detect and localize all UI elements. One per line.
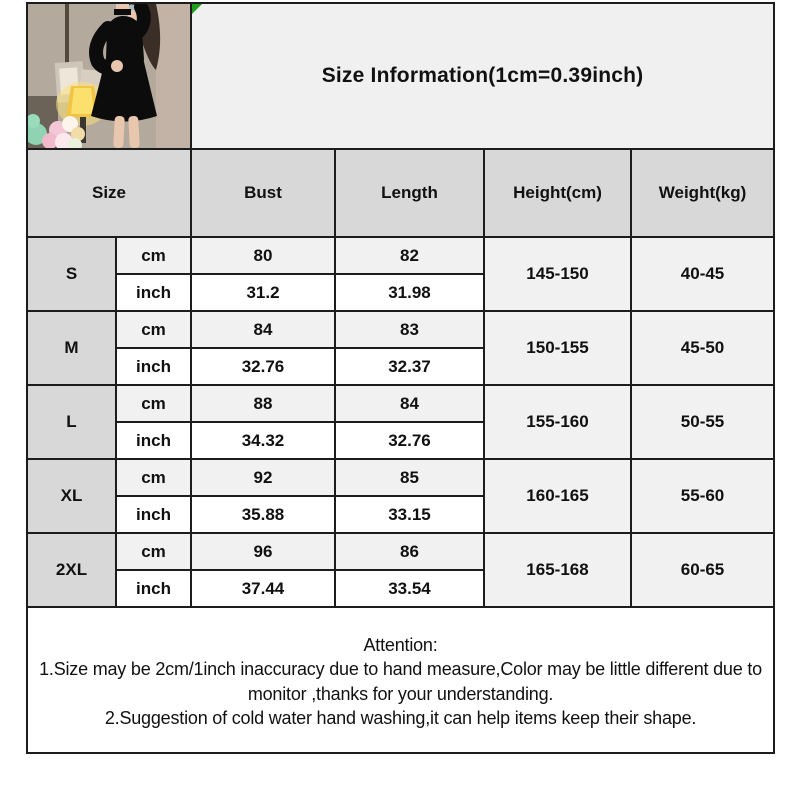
unit-cm-cell: cm [115,236,192,275]
table-row: 2XL cm 96 86 165-168 60-65 [26,532,776,608]
length-cm-cell: 82 [334,236,485,275]
height-cell: 155-160 [483,384,632,460]
bust-inch-cell: 32.76 [190,347,336,386]
product-photo [26,2,192,150]
height-cell: 160-165 [483,458,632,534]
unit-cm-cell: cm [115,310,192,349]
bust-cm-cell: 96 [190,532,336,571]
column-header-height: Height(cm) [483,148,632,238]
length-cm-cell: 84 [334,384,485,423]
column-header-size: Size [26,148,192,238]
hand [111,60,123,72]
weight-cell: 45-50 [629,310,776,386]
length-inch-cell: 33.54 [334,569,485,608]
unit-cm-cell: cm [115,458,192,497]
table-row: inch 31.2 31.98 [27,273,774,312]
model-silhouette [89,5,161,147]
weight-cell: 55-60 [629,458,776,534]
bust-cm-cell: 80 [190,236,336,275]
attention-line-1: 1.Size may be 2cm/1inch inaccuracy due t… [39,659,762,704]
table-row: inch 35.88 33.15 [27,495,774,534]
bust-cm-cell: 84 [190,310,336,349]
bust-cm-cell: 92 [190,458,336,497]
attention-line-2: 2.Suggestion of cold water hand washing,… [104,707,697,728]
table-row: L cm 88 84 155-160 50-55 [26,384,776,460]
size-cell: L [26,384,117,460]
column-header-length: Length [334,148,485,238]
unit-cm-cell: cm [115,532,192,571]
unit-inch-cell: inch [115,347,192,386]
size-chart-page: Size Information(1cm=0.39inch) Size Bust… [25,2,776,754]
skirt [91,58,157,122]
unit-inch-cell: inch [115,569,192,608]
product-photo-illustration [29,5,189,147]
weight-cell: 60-65 [629,532,776,608]
column-header-bust: Bust [190,148,336,238]
attention-heading: Attention: [363,634,438,655]
bust-inch-cell: 34.32 [190,421,336,460]
length-inch-cell: 32.37 [334,347,485,386]
bust-inch-cell: 37.44 [190,569,336,608]
unit-cm-cell: cm [115,384,192,423]
attention-box: Attention: 1.Size may be 2cm/1inch inacc… [25,606,776,754]
size-cell: XL [26,458,117,534]
length-cm-cell: 83 [334,310,485,349]
green-corner-marker-icon [192,4,202,14]
size-table: Size Information(1cm=0.39inch) Size Bust… [25,2,776,754]
leg [128,115,140,147]
header-row: Size Bust Length Height(cm) Weight(kg) [26,148,776,238]
weight-cell: 50-55 [629,384,776,460]
size-cell: S [26,236,117,312]
bodice [105,16,144,70]
table-row: inch 32.76 32.37 [27,347,774,386]
table-row: XL cm 92 85 160-165 55-60 [26,458,776,534]
weight-cell: 40-45 [629,236,776,312]
height-cell: 150-155 [483,310,632,386]
size-cell: M [26,310,117,386]
attention-row: Attention: 1.Size may be 2cm/1inch inacc… [25,606,776,754]
length-cm-cell: 85 [334,458,485,497]
table-row: S cm 80 82 145-150 40-45 [26,236,776,312]
height-cell: 145-150 [483,236,632,312]
length-inch-cell: 31.98 [334,273,485,312]
top-row: Size Information(1cm=0.39inch) [26,2,776,150]
bust-inch-cell: 31.2 [190,273,336,312]
size-cell: 2XL [26,532,117,608]
unit-inch-cell: inch [115,495,192,534]
table-row: inch 37.44 33.54 [27,569,774,608]
table-row: M cm 84 83 150-155 45-50 [26,310,776,386]
height-cell: 165-168 [483,532,632,608]
length-inch-cell: 32.76 [334,421,485,460]
leg [113,115,125,147]
length-inch-cell: 33.15 [334,495,485,534]
flower-bouquet [42,116,85,147]
length-cm-cell: 86 [334,532,485,571]
unit-inch-cell: inch [115,273,192,312]
unit-inch-cell: inch [115,421,192,460]
bust-cm-cell: 88 [190,384,336,423]
column-header-weight: Weight(kg) [629,148,776,238]
page-title: Size Information(1cm=0.39inch) [321,64,644,87]
title-cell: Size Information(1cm=0.39inch) [189,2,776,150]
bust-inch-cell: 35.88 [190,495,336,534]
table-row: inch 34.32 32.76 [27,421,774,460]
